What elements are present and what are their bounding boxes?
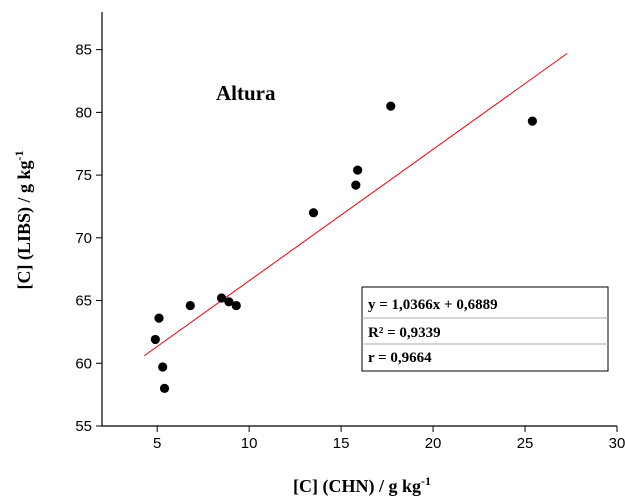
stats-r: r = 0,9664 — [368, 350, 432, 366]
plot-area: 5 10 15 20 25 30 55 60 65 70 75 80 85 — [75, 12, 625, 452]
x-tick-label: 30 — [609, 435, 625, 452]
stats-box: y = 1,0366x + 0,6889 R² = 0,9339 r = 0,9… — [361, 286, 609, 372]
x-ticks: 5 10 15 20 25 30 — [153, 426, 625, 452]
y-tick-label: 65 — [75, 293, 92, 310]
stats-box-border — [361, 286, 609, 372]
data-point — [353, 165, 363, 175]
data-point — [308, 208, 319, 218]
y-ticks: 55 60 65 70 75 80 85 — [75, 42, 102, 435]
x-tick-label: 15 — [333, 435, 350, 452]
y-axis-label: [C] (LIBS) / g kg-1 — [12, 150, 35, 289]
fit-line — [144, 52, 568, 357]
x-axis-label-sup: -1 — [421, 474, 431, 488]
data-points — [150, 101, 537, 393]
y-tick-label: 80 — [75, 104, 92, 121]
x-axis-label-base: [C] (CHN) / g kg — [293, 476, 421, 497]
data-point — [158, 362, 168, 372]
data-point — [185, 300, 195, 311]
data-point — [159, 383, 170, 393]
data-point — [216, 293, 227, 303]
y-axis-label-sup: -1 — [12, 150, 26, 160]
data-point — [224, 297, 234, 307]
data-point — [527, 116, 537, 126]
y-tick-label: 70 — [75, 230, 92, 247]
y-tick-label: 75 — [75, 167, 92, 184]
y-tick-label: 60 — [75, 355, 92, 372]
x-tick-label: 5 — [153, 435, 161, 452]
stats-r-squared: R² = 0,9339 — [368, 325, 441, 341]
y-tick-label: 55 — [75, 418, 92, 435]
data-point — [351, 180, 361, 190]
annotation-altura: Altura — [216, 81, 276, 105]
y-tick-label: 85 — [75, 42, 92, 59]
x-tick-label: 10 — [241, 435, 258, 452]
data-point — [150, 334, 160, 345]
data-point — [386, 101, 396, 111]
stats-equation: y = 1,0366x + 0,6889 — [368, 297, 498, 313]
x-axis-label: [C] (CHN) / g kg-1 — [293, 474, 431, 497]
x-tick-label: 20 — [425, 435, 442, 452]
y-axis-label-base: [C] (LIBS) / g kg — [14, 160, 35, 289]
data-point — [154, 313, 164, 323]
data-point — [231, 300, 241, 311]
x-tick-label: 25 — [517, 435, 534, 452]
